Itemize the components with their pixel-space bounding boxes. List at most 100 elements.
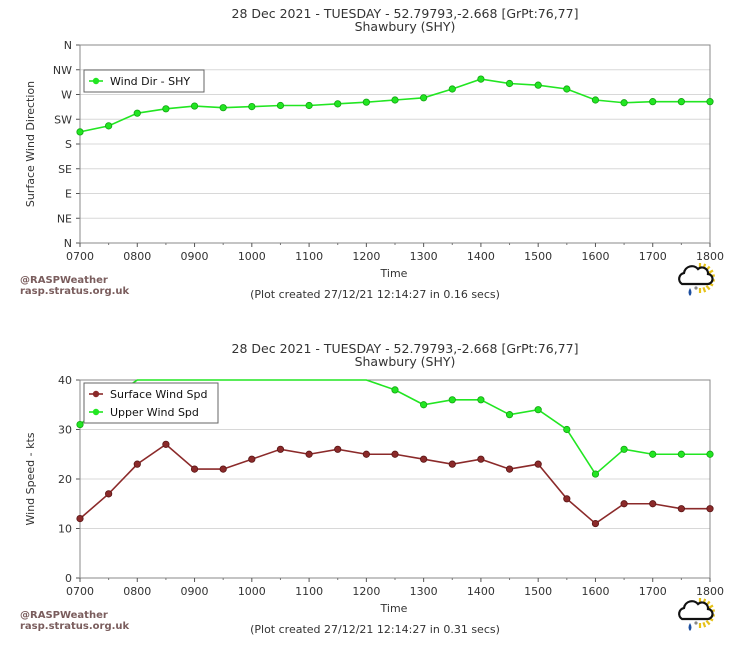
data-point <box>391 386 399 394</box>
data-point <box>649 500 657 508</box>
data-point <box>305 101 313 110</box>
data-point <box>677 450 685 458</box>
x-tick-label: 0700 <box>66 585 94 598</box>
cloud-icon <box>678 265 714 286</box>
x-tick-label: 1700 <box>639 585 667 598</box>
data-point <box>362 450 370 458</box>
plot-created-note: (Plot created 27/12/21 12:14:27 in 0.31 … <box>250 623 500 636</box>
data-point <box>706 98 714 106</box>
data-point <box>534 81 542 89</box>
data-point <box>162 105 170 113</box>
data-point <box>76 514 84 523</box>
legend-box <box>83 382 219 424</box>
data-point <box>649 98 657 106</box>
x-tick-label: 0700 <box>66 250 94 263</box>
x-tick-label: 1700 <box>639 250 667 263</box>
credit-handle: @RASPWeather <box>20 610 108 621</box>
weather-logo-icon <box>678 263 715 296</box>
x-tick-label: 1500 <box>524 250 552 263</box>
y-tick-label: W <box>61 89 72 102</box>
data-point <box>649 450 657 458</box>
sun-ray-icon <box>705 619 711 626</box>
raindrop-icon <box>688 288 692 296</box>
data-point <box>305 450 313 458</box>
y-tick-label: NW <box>53 64 72 77</box>
data-point <box>162 440 170 448</box>
chart-title: 28 Dec 2021 - TUESDAY - 52.79793,-2.668 … <box>232 341 579 356</box>
chart-subtitle: Shawbury (SHY) <box>355 354 456 369</box>
data-point <box>477 396 485 404</box>
data-point <box>534 460 542 468</box>
data-point <box>677 98 685 106</box>
x-tick-label: 1000 <box>238 250 266 263</box>
snowflake-icon <box>694 621 698 625</box>
data-point <box>391 96 399 104</box>
x-tick-label: 1400 <box>467 585 495 598</box>
x-tick-label: 0900 <box>181 585 209 598</box>
data-point <box>219 104 227 112</box>
sun-ray-icon <box>702 287 707 293</box>
legend: Surface Wind Spd Upper Wind Spd <box>83 382 219 424</box>
x-tick-label: 1100 <box>295 250 323 263</box>
x-axis-label: Time <box>380 602 408 615</box>
data-point <box>706 450 714 458</box>
y-tick-label: SE <box>58 163 72 176</box>
data-point <box>334 100 342 108</box>
data-point <box>420 94 428 102</box>
x-tick-label: 1600 <box>581 250 609 263</box>
credit-url: rasp.stratus.org.uk <box>20 286 130 297</box>
y-tick-label: 20 <box>58 473 72 486</box>
x-tick-label: 1800 <box>696 585 724 598</box>
data-point <box>563 85 571 93</box>
x-tick-label: 1200 <box>352 250 380 263</box>
series-1 <box>76 75 714 136</box>
data-point <box>133 109 141 117</box>
y-tick-label: 10 <box>58 523 72 536</box>
data-point <box>620 445 628 453</box>
legend-label: Wind Dir - SHY <box>110 75 190 88</box>
weather-logo-icon <box>678 598 715 631</box>
data-point <box>448 396 456 404</box>
y-tick-label: 30 <box>58 424 72 437</box>
y-tick-label: SW <box>54 113 72 126</box>
credit-handle: @RASPWeather <box>20 275 108 286</box>
snowflake-icon <box>694 286 698 290</box>
data-point <box>334 445 342 453</box>
x-tick-label: 1300 <box>410 585 438 598</box>
legend-swatch-marker <box>92 77 100 85</box>
data-point <box>620 99 628 107</box>
data-point <box>190 102 199 110</box>
chart-1: 28 Dec 2021 - TUESDAY - 52.79793,-2.668 … <box>20 6 724 301</box>
legend-swatch-marker <box>92 390 100 398</box>
data-point <box>276 445 285 453</box>
y-tick-label: 40 <box>58 374 72 387</box>
data-point <box>448 460 456 468</box>
legend-swatch-marker <box>92 408 100 416</box>
sun-ray-icon <box>708 604 714 609</box>
x-tick-label: 1400 <box>467 250 495 263</box>
data-point <box>190 465 199 473</box>
data-point <box>563 495 571 503</box>
plot-created-note: (Plot created 27/12/21 12:14:27 in 0.16 … <box>250 288 500 301</box>
data-point <box>219 465 227 473</box>
legend-label: Surface Wind Spd <box>110 388 208 401</box>
data-point <box>248 103 256 111</box>
chart-subtitle: Shawbury (SHY) <box>355 19 456 34</box>
x-tick-label: 1800 <box>696 250 724 263</box>
data-point <box>505 79 514 88</box>
legend-box <box>83 69 205 93</box>
x-tick-label: 1300 <box>410 250 438 263</box>
data-point <box>677 505 685 513</box>
y-tick-label: N <box>64 39 72 52</box>
x-axis-label: Time <box>380 267 408 280</box>
y-tick-label: N <box>64 237 72 250</box>
data-point <box>563 425 571 434</box>
x-tick-label: 1500 <box>524 585 552 598</box>
y-axis-label: Surface Wind Direction <box>24 81 37 207</box>
data-point <box>620 500 628 508</box>
chart-title: 28 Dec 2021 - TUESDAY - 52.79793,-2.668 … <box>232 6 579 21</box>
data-point <box>276 101 285 110</box>
data-point <box>505 411 514 419</box>
data-point <box>248 455 256 463</box>
